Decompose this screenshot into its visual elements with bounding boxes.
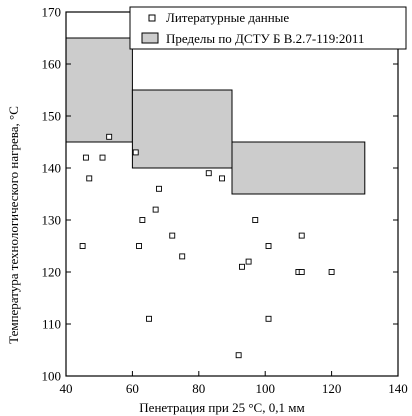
data-point <box>179 253 186 260</box>
data-point <box>239 263 245 270</box>
x-tick-label: 40 <box>60 381 73 396</box>
data-point <box>298 269 305 275</box>
data-point <box>106 133 113 140</box>
x-tick-label: 140 <box>388 381 408 396</box>
data-point <box>136 243 142 249</box>
y-tick-label: 160 <box>42 57 62 72</box>
data-points <box>79 133 335 359</box>
y-tick-label: 130 <box>42 213 62 228</box>
limit-bands <box>65 37 366 195</box>
x-tick-label: 120 <box>322 381 342 396</box>
x-tick-label: 100 <box>255 381 275 396</box>
data-point <box>245 258 252 265</box>
data-point <box>205 170 212 177</box>
data-point <box>235 352 242 359</box>
limit-band <box>131 89 233 169</box>
data-point <box>86 175 93 182</box>
y-axis-ticks: 100 110 120 130 140 150 160 170 <box>42 5 398 384</box>
legend-label-literature: Литературные данные <box>166 10 289 25</box>
limit-band <box>65 37 133 143</box>
data-point <box>252 217 259 223</box>
x-tick-label: 60 <box>126 381 139 396</box>
y-tick-label: 170 <box>42 5 62 20</box>
data-point <box>328 269 335 275</box>
legend-box <box>129 6 407 50</box>
data-point <box>265 315 272 322</box>
x-tick-label: 80 <box>192 381 205 396</box>
y-tick-label: 110 <box>42 317 61 332</box>
limit-band <box>231 141 366 195</box>
legend-label-limits: Пределы по ДСТУ Б В.2.7-119:2011 <box>166 31 364 46</box>
y-tick-label: 100 <box>42 369 62 384</box>
legend: Литературные данные Пределы по ДСТУ Б В.… <box>129 6 407 50</box>
legend-marker-literature <box>148 14 156 22</box>
data-point <box>152 206 159 213</box>
data-point <box>169 232 176 239</box>
data-point <box>139 217 146 223</box>
data-point <box>146 315 152 322</box>
data-point <box>219 175 225 182</box>
data-point <box>298 232 305 239</box>
data-point <box>82 154 89 161</box>
data-point <box>265 243 272 249</box>
y-tick-label: 120 <box>42 265 62 280</box>
x-axis-label: Пенетрация при 25 °С, 0,1 мм <box>139 400 304 415</box>
data-point <box>99 154 106 161</box>
y-tick-label: 150 <box>42 109 62 124</box>
x-axis-ticks: 40 60 80 100 120 140 <box>60 12 408 396</box>
y-axis-label: Температура технологического нагрева, °С <box>6 106 21 344</box>
legend-marker-limits <box>141 32 159 44</box>
data-point <box>79 243 86 249</box>
data-point <box>132 149 139 156</box>
y-tick-label: 140 <box>42 161 62 176</box>
data-point <box>156 185 162 192</box>
